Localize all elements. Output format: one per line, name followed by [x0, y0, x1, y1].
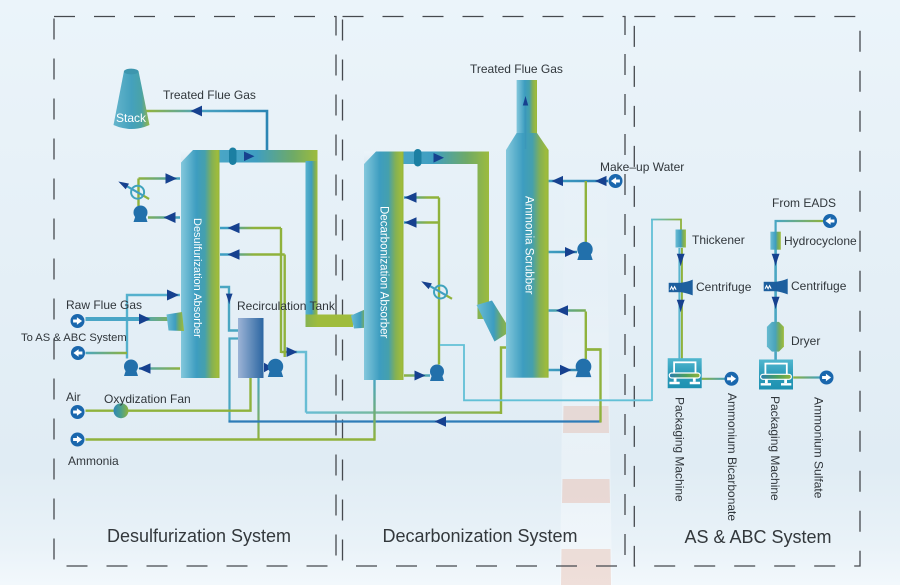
- svg-text:Ammonium Sulfate: Ammonium Sulfate: [812, 397, 826, 499]
- svg-text:Ammonia: Ammonia: [68, 454, 119, 468]
- svg-text:Stack: Stack: [116, 111, 147, 125]
- svg-text:Decarbonization System: Decarbonization System: [382, 526, 577, 546]
- svg-text:Raw Flue Gas: Raw Flue Gas: [66, 298, 142, 312]
- svg-text:Recirculation Tank: Recirculation Tank: [237, 299, 336, 313]
- svg-text:To AS & ABC System: To AS & ABC System: [21, 332, 127, 344]
- svg-text:Oxydization Fan: Oxydization Fan: [104, 392, 191, 406]
- svg-text:Ammonium Bicarbonate: Ammonium Bicarbonate: [725, 393, 739, 521]
- svg-text:Hydrocyclone: Hydrocyclone: [784, 234, 857, 248]
- svg-text:Air: Air: [66, 390, 81, 404]
- svg-text:Desulfurization Absorber: Desulfurization Absorber: [191, 218, 203, 338]
- svg-text:Treated Flue Gas: Treated Flue Gas: [470, 62, 563, 76]
- svg-text:AS & ABC System: AS & ABC System: [684, 527, 831, 547]
- svg-text:Centrifuge: Centrifuge: [696, 280, 752, 294]
- svg-text:Centrifuge: Centrifuge: [791, 279, 847, 293]
- svg-text:Ammonia Scrubber: Ammonia Scrubber: [523, 196, 535, 295]
- svg-text:Packaging Machine: Packaging Machine: [768, 396, 782, 501]
- svg-text:Packaging Machine: Packaging Machine: [673, 397, 687, 502]
- svg-text:From EADS: From EADS: [772, 196, 836, 210]
- svg-text:Decarbonization Absorber: Decarbonization Absorber: [378, 206, 390, 338]
- svg-text:Make–up Water: Make–up Water: [600, 160, 684, 174]
- svg-text:Desulfurization System: Desulfurization System: [107, 526, 291, 546]
- svg-text:Dryer: Dryer: [791, 334, 820, 348]
- svg-text:Treated Flue Gas: Treated Flue Gas: [163, 88, 256, 102]
- svg-text:Thickener: Thickener: [692, 233, 745, 247]
